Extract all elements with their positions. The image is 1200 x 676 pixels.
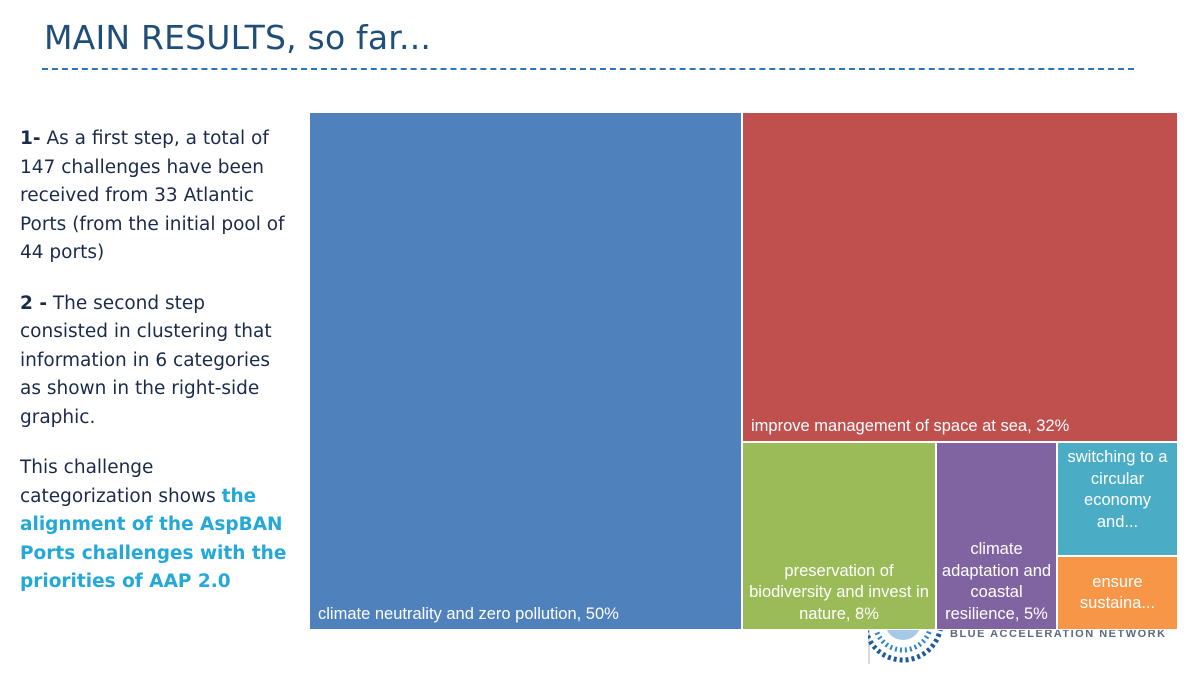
logo-text: BLUE ACCELERATION NETWORK <box>950 628 1167 640</box>
conclusion-paragraph: This challenge categorization shows the … <box>20 454 290 597</box>
conclusion-text: This challenge categorization shows <box>20 457 222 507</box>
treemap-label-ensure-sustainability: ensure sustaina... <box>1079 572 1156 613</box>
conclusion-highlight: the alignment of the AspBAN Ports challe… <box>20 485 287 593</box>
slide-title: MAIN RESULTS, so far... <box>44 18 432 57</box>
step-1-paragraph: 1- As a first step, a total of 147 chall… <box>20 125 290 268</box>
treemap-label-biodiversity: preservation of biodiversity and invest … <box>749 561 929 623</box>
treemap-label-space-at-sea: improve management of space at sea, 32% <box>751 416 1070 435</box>
step-1-number: 1- <box>20 128 41 149</box>
step-2-text: The second step consisted in clustering … <box>20 292 272 428</box>
step-2-number: 2 - <box>20 292 47 314</box>
treemap-cell-climate-neutrality: climate neutrality and zero pollution, 5… <box>309 112 742 630</box>
treemap-cell-circular-economy: switching to a circular economy and... <box>1057 442 1178 556</box>
title-divider <box>42 68 1134 70</box>
treemap-label-circular-economy: switching to a circular economy and... <box>1067 448 1168 531</box>
description-text: 1- As a first step, a total of 147 chall… <box>20 125 290 619</box>
treemap-label-climate-adaptation: climate adaptation and coastal resilienc… <box>941 540 1052 623</box>
blue-acceleration-logo <box>868 630 943 664</box>
treemap-cell-climate-adaptation: climate adaptation and coastal resilienc… <box>936 442 1057 630</box>
step-2-paragraph: 2 - The second step consisted in cluster… <box>20 290 290 433</box>
treemap-cell-biodiversity: preservation of biodiversity and invest … <box>742 442 936 630</box>
treemap-cell-space-at-sea: improve management of space at sea, 32% <box>742 112 1178 442</box>
treemap-chart: climate neutrality and zero pollution, 5… <box>309 112 1178 630</box>
treemap-label-climate-neutrality: climate neutrality and zero pollution, 5… <box>318 604 619 623</box>
step-1-text: As a first step, a total of 147 challeng… <box>20 128 285 263</box>
treemap-cell-ensure-sustainability: ensure sustaina... <box>1057 556 1178 630</box>
